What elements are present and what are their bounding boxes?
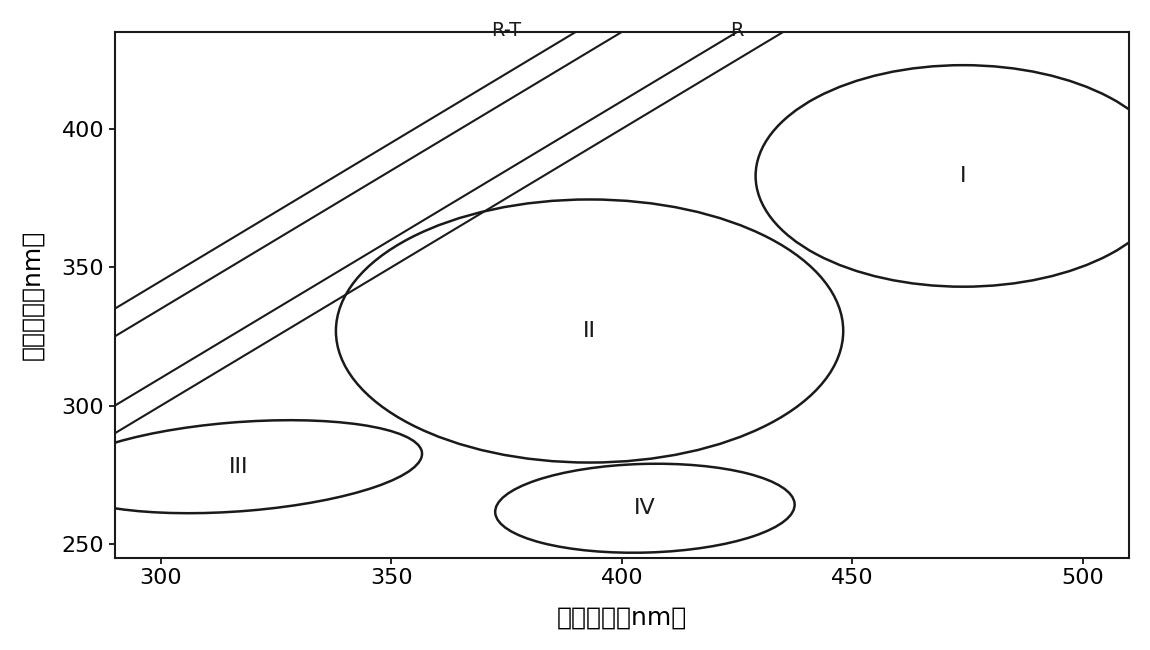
Text: I: I	[960, 166, 966, 186]
Text: IV: IV	[634, 499, 656, 518]
Y-axis label: 激发波长（nm）: 激发波长（nm）	[21, 230, 45, 360]
X-axis label: 发射波长（nm）: 发射波长（nm）	[557, 605, 687, 629]
Text: III: III	[229, 457, 248, 476]
Text: R-T: R-T	[491, 21, 522, 40]
Text: R: R	[730, 21, 744, 40]
Text: II: II	[583, 321, 596, 341]
